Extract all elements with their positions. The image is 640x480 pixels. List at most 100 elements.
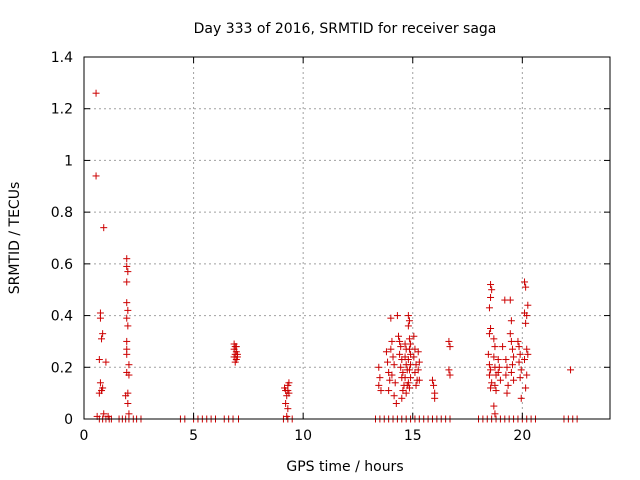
data-point bbox=[491, 381, 499, 389]
data-point bbox=[396, 350, 404, 358]
data-point bbox=[490, 402, 498, 410]
y-axis-label: SRMTID / TECUs bbox=[7, 182, 23, 295]
data-point bbox=[125, 361, 133, 369]
data-point bbox=[98, 335, 106, 343]
data-point bbox=[490, 335, 498, 343]
data-point bbox=[392, 399, 400, 407]
data-point bbox=[492, 387, 500, 395]
data-point bbox=[516, 350, 524, 358]
data-point bbox=[386, 376, 394, 384]
data-point bbox=[390, 361, 398, 369]
data-point bbox=[284, 405, 292, 413]
data-point bbox=[521, 356, 529, 364]
data-point bbox=[92, 172, 100, 180]
grid-lines bbox=[84, 57, 610, 419]
data-point bbox=[410, 332, 418, 340]
data-point bbox=[404, 322, 412, 330]
data-point bbox=[390, 392, 398, 400]
data-point bbox=[487, 281, 495, 289]
x-tick-label: 15 bbox=[404, 428, 422, 444]
y-tick-label: 1.4 bbox=[51, 50, 73, 66]
data-point bbox=[99, 330, 107, 338]
data-point bbox=[123, 278, 131, 286]
data-point bbox=[523, 312, 531, 320]
data-point bbox=[92, 89, 100, 97]
data-point bbox=[485, 371, 493, 379]
data-point bbox=[285, 379, 293, 387]
data-point bbox=[398, 394, 406, 402]
y-tick-label: 1 bbox=[64, 153, 73, 169]
data-point bbox=[123, 262, 131, 270]
data-points bbox=[92, 89, 581, 423]
data-point bbox=[397, 343, 405, 351]
data-point bbox=[124, 322, 132, 330]
data-point bbox=[396, 337, 404, 345]
data-point bbox=[124, 306, 132, 314]
data-point bbox=[387, 345, 395, 353]
x-tick-label: 20 bbox=[513, 428, 531, 444]
x-tick-label: 5 bbox=[189, 428, 198, 444]
data-point bbox=[485, 361, 493, 369]
data-point bbox=[388, 337, 396, 345]
data-point bbox=[407, 374, 415, 382]
data-point bbox=[507, 337, 515, 345]
data-point bbox=[375, 381, 383, 389]
y-tick-label: 1.2 bbox=[51, 102, 73, 118]
data-point bbox=[491, 410, 499, 418]
data-point bbox=[523, 345, 531, 353]
data-point bbox=[446, 343, 454, 351]
data-point bbox=[446, 371, 454, 379]
data-point bbox=[122, 392, 130, 400]
data-point bbox=[510, 376, 518, 384]
data-point bbox=[388, 371, 396, 379]
data-point bbox=[491, 343, 499, 351]
data-point bbox=[399, 368, 407, 376]
data-point bbox=[231, 358, 239, 366]
data-point bbox=[445, 337, 453, 345]
data-point bbox=[506, 330, 514, 338]
chart-title: Day 333 of 2016, SRMTID for receiver sag… bbox=[194, 21, 497, 37]
data-point bbox=[517, 366, 525, 374]
data-point bbox=[412, 381, 420, 389]
data-point bbox=[485, 330, 493, 338]
data-point bbox=[123, 255, 131, 263]
x-axis-label: GPS time / hours bbox=[286, 459, 403, 475]
data-point bbox=[404, 356, 412, 364]
data-point bbox=[567, 366, 575, 374]
data-point bbox=[414, 366, 422, 374]
data-point bbox=[285, 389, 293, 397]
data-point bbox=[123, 314, 131, 322]
data-point bbox=[405, 384, 413, 392]
data-point bbox=[521, 278, 529, 286]
data-point bbox=[376, 374, 384, 382]
data-point bbox=[407, 340, 415, 348]
data-point bbox=[404, 379, 412, 387]
data-point bbox=[494, 368, 502, 376]
data-point bbox=[515, 358, 523, 366]
data-point bbox=[123, 299, 131, 307]
data-point bbox=[124, 268, 132, 276]
data-point bbox=[524, 350, 532, 358]
x-tick-label: 10 bbox=[294, 428, 312, 444]
y-tick-label: 0.8 bbox=[51, 205, 73, 221]
data-point bbox=[375, 363, 383, 371]
plot-frame bbox=[83, 56, 611, 420]
data-point bbox=[517, 394, 525, 402]
data-point bbox=[397, 363, 405, 371]
data-point bbox=[389, 353, 397, 361]
data-point bbox=[100, 224, 108, 232]
data-point bbox=[410, 353, 418, 361]
data-point bbox=[507, 368, 515, 376]
data-point bbox=[428, 376, 436, 384]
data-point bbox=[503, 363, 511, 371]
data-point bbox=[377, 387, 385, 395]
data-point bbox=[391, 379, 399, 387]
data-point bbox=[102, 358, 110, 366]
data-point bbox=[507, 317, 515, 325]
data-point bbox=[414, 348, 422, 356]
data-point bbox=[415, 358, 423, 366]
data-point bbox=[485, 304, 493, 312]
data-point bbox=[510, 353, 518, 361]
data-point bbox=[95, 356, 103, 364]
